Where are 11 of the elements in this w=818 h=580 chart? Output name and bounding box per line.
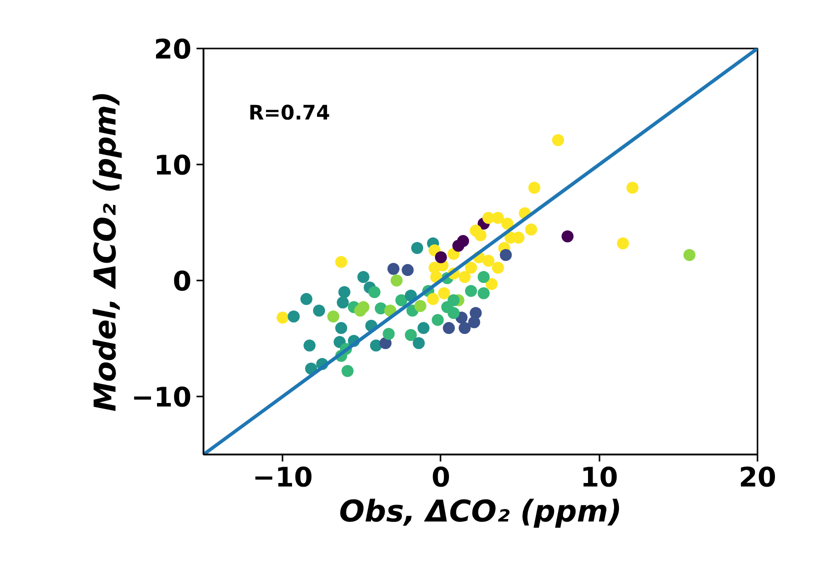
x-tick-label: 20 (738, 462, 776, 494)
x-axis-title: Obs, ΔCO₂ (ppm) (339, 494, 622, 530)
y-tick-label: 0 (172, 266, 192, 298)
y-tick-label: 10 (154, 150, 192, 182)
x-tick-label: −10 (252, 462, 313, 494)
y-tick-label: −10 (131, 382, 192, 414)
x-tick-label: 10 (580, 462, 618, 494)
y-axis-title: Model, ΔCO₂ (ppm) (88, 91, 124, 412)
annotation: R=0.74 (248, 100, 330, 124)
x-tick-label: 0 (432, 462, 450, 494)
y-tick-label: 20 (154, 34, 192, 66)
